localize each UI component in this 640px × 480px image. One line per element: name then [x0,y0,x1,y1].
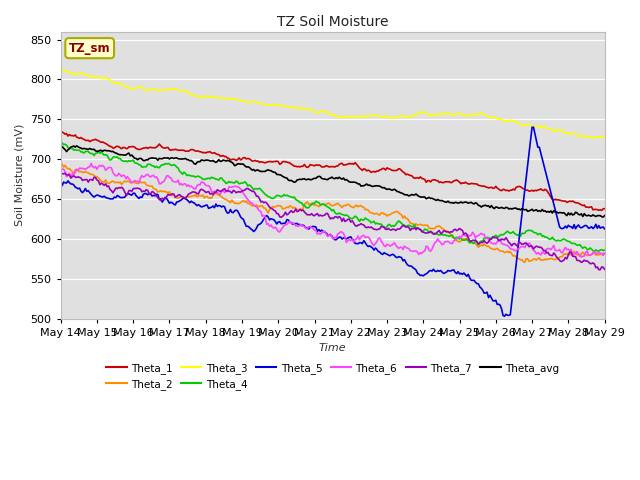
Theta_3 [360,114,367,120]
Theta_7 [557,259,565,264]
Theta_7 [179,194,186,200]
Theta_1 [557,197,565,203]
Line: Theta_4: Theta_4 [61,143,605,252]
X-axis label: Time: Time [319,343,346,353]
Line: Theta_7: Theta_7 [61,173,605,270]
Theta_5 [560,225,568,231]
Theta_6 [410,249,417,254]
Theta_7 [601,266,609,272]
Theta_1 [57,128,65,134]
Line: Theta_6: Theta_6 [61,164,605,257]
Theta_6 [275,228,282,234]
Theta_3 [559,128,566,133]
Theta_6 [601,251,609,256]
Theta_avg [559,210,566,216]
Theta_2 [358,204,366,210]
Theta_7 [592,265,600,271]
Theta_2 [593,252,601,257]
Theta_1 [179,147,186,153]
Line: Theta_5: Theta_5 [61,127,605,316]
Theta_7 [358,222,366,228]
Theta_avg [599,214,607,220]
Theta_1 [592,206,600,212]
Theta_7 [273,211,280,216]
Theta_3 [410,113,417,119]
Theta_3 [601,135,609,141]
Theta_2 [601,251,609,256]
Theta_6 [595,249,603,255]
Line: Theta_1: Theta_1 [61,131,605,210]
Theta_7 [408,226,415,231]
Line: Theta_2: Theta_2 [61,164,605,262]
Theta_5 [408,264,415,269]
Theta_1 [273,158,280,164]
Theta_1 [358,168,366,173]
Theta_3 [589,135,597,141]
Theta_avg [601,213,609,218]
Theta_4 [591,249,598,254]
Theta_4 [57,140,65,146]
Theta_5 [601,226,609,232]
Theta_4 [601,247,609,253]
Text: TZ_sm: TZ_sm [69,42,111,55]
Theta_3 [595,134,603,140]
Theta_avg [593,213,601,218]
Theta_2 [57,161,65,167]
Line: Theta_3: Theta_3 [61,70,605,138]
Theta_7 [595,267,603,273]
Theta_4 [58,140,66,146]
Y-axis label: Soil Moisture (mV): Soil Moisture (mV) [15,124,25,227]
Theta_6 [57,168,65,173]
Theta_3 [58,67,66,72]
Theta_1 [598,207,605,213]
Theta_5 [273,221,280,227]
Theta_2 [559,253,566,259]
Theta_4 [559,237,566,242]
Theta_2 [273,203,280,209]
Theta_4 [595,248,603,254]
Theta_4 [275,193,282,199]
Theta_6 [87,161,95,167]
Theta_6 [360,232,367,238]
Theta_3 [57,67,65,73]
Theta_avg [410,192,417,198]
Title: TZ Soil Moisture: TZ Soil Moisture [277,15,388,29]
Theta_3 [275,102,282,108]
Theta_6 [559,250,566,255]
Theta_avg [360,183,367,189]
Theta_avg [275,172,282,178]
Theta_avg [73,143,81,149]
Theta_3 [180,87,188,93]
Theta_5 [57,182,65,188]
Theta_2 [179,194,186,200]
Theta_6 [577,254,585,260]
Theta_1 [601,206,609,212]
Theta_4 [410,223,417,229]
Theta_5 [528,124,536,130]
Theta_5 [595,223,603,228]
Theta_avg [57,144,65,150]
Theta_4 [360,217,367,223]
Theta_4 [180,169,188,175]
Line: Theta_avg: Theta_avg [61,146,605,217]
Theta_6 [180,181,188,187]
Theta_1 [408,173,415,179]
Theta_avg [180,156,188,162]
Theta_5 [179,196,186,202]
Legend: Theta_1, Theta_2, Theta_3, Theta_4, Theta_5, Theta_6, Theta_7, Theta_avg: Theta_1, Theta_2, Theta_3, Theta_4, Thet… [102,359,564,394]
Theta_5 [500,313,508,319]
Theta_7 [57,170,65,176]
Theta_2 [521,259,529,265]
Theta_2 [408,220,415,226]
Theta_5 [358,241,366,247]
